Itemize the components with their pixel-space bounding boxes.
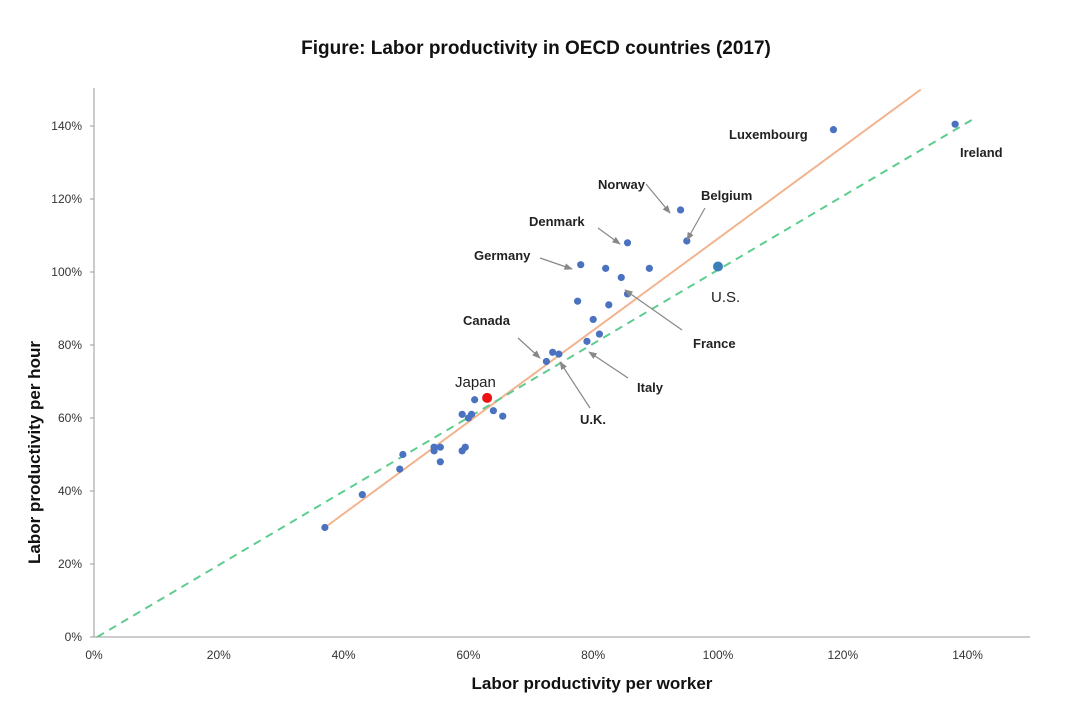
dashed-trend-line	[96, 117, 975, 638]
data-point	[458, 410, 466, 418]
annotation-arrow-germany	[539, 257, 573, 270]
data-point	[589, 315, 597, 324]
data-point	[436, 443, 444, 451]
y-tick-label: 100%	[51, 265, 82, 279]
annotation-germany: Germany	[474, 248, 531, 263]
data-point	[605, 301, 613, 309]
y-tick-label: 80%	[58, 338, 82, 352]
annotation-arrow-denmark	[597, 227, 621, 245]
y-tick-label: 140%	[51, 119, 82, 133]
y-tick-label: 20%	[58, 557, 82, 571]
highlight-label-japan: Japan	[455, 374, 496, 391]
data-point	[436, 458, 444, 466]
y-tick-label: 0%	[65, 630, 83, 644]
data-point	[574, 297, 582, 305]
data-point	[951, 120, 959, 128]
y-tick-label: 60%	[58, 411, 82, 425]
data-point	[617, 273, 625, 282]
data-point	[683, 237, 691, 245]
annotation-ireland: Ireland	[960, 145, 1003, 160]
annotation-denmark: Denmark	[529, 214, 585, 229]
y-tick-label: 120%	[51, 192, 82, 206]
y-tick-label: 40%	[58, 484, 82, 498]
annotation-canada: Canada	[463, 313, 511, 328]
y-axis-label: Labor productivity per hour	[25, 341, 44, 564]
data-point	[645, 264, 653, 272]
annotation-arrow-france	[624, 289, 683, 331]
chart-title: Figure: Labor productivity in OECD count…	[301, 38, 771, 59]
solid-trend-line	[324, 88, 922, 529]
data-point	[358, 491, 366, 499]
data-point	[461, 443, 469, 451]
annotation-italy: Italy	[637, 380, 664, 395]
data-point	[549, 348, 557, 356]
annotation-arrow-uk	[559, 361, 591, 409]
x-tick-label: 60%	[456, 648, 480, 662]
annotation-luxembourg: Luxembourg	[729, 127, 808, 142]
data-point	[467, 410, 476, 418]
annotation-belgium: Belgium	[701, 188, 752, 203]
data-point	[676, 206, 685, 214]
x-tick-label: 120%	[827, 648, 858, 662]
data-point	[471, 396, 479, 404]
data-point	[602, 264, 610, 272]
x-tick-label: 40%	[332, 648, 356, 662]
data-point	[399, 450, 407, 459]
data-point	[542, 357, 551, 366]
annotation-arrow-italy	[588, 351, 629, 379]
annotation-france: France	[693, 336, 736, 351]
data-point	[829, 126, 838, 134]
data-point	[321, 523, 329, 532]
x-tick-label: 20%	[207, 648, 231, 662]
x-tick-label: 100%	[703, 648, 734, 662]
x-tick-label: 0%	[85, 648, 103, 662]
data-point	[489, 407, 497, 415]
annotation-norway: Norway	[598, 177, 646, 192]
data-point	[396, 465, 404, 473]
x-axis-label: Labor productivity per worker	[472, 674, 713, 693]
x-tick-label: 80%	[581, 648, 605, 662]
highlight-label-us: U.S.	[711, 289, 740, 306]
annotation-arrow-canada	[517, 337, 541, 359]
annotation-arrow-norway	[645, 183, 671, 214]
highlight-point-japan	[482, 392, 493, 403]
data-point	[623, 239, 632, 247]
annotation-arrow-belgium	[686, 207, 706, 241]
x-tick-label: 140%	[952, 648, 983, 662]
data-point	[595, 330, 604, 338]
highlight-point-us	[713, 261, 723, 272]
data-point	[555, 350, 563, 358]
data-point	[583, 337, 591, 345]
data-point	[577, 261, 585, 269]
annotation-uk: U.K.	[580, 412, 606, 427]
data-point	[430, 447, 438, 455]
data-point	[499, 412, 507, 420]
